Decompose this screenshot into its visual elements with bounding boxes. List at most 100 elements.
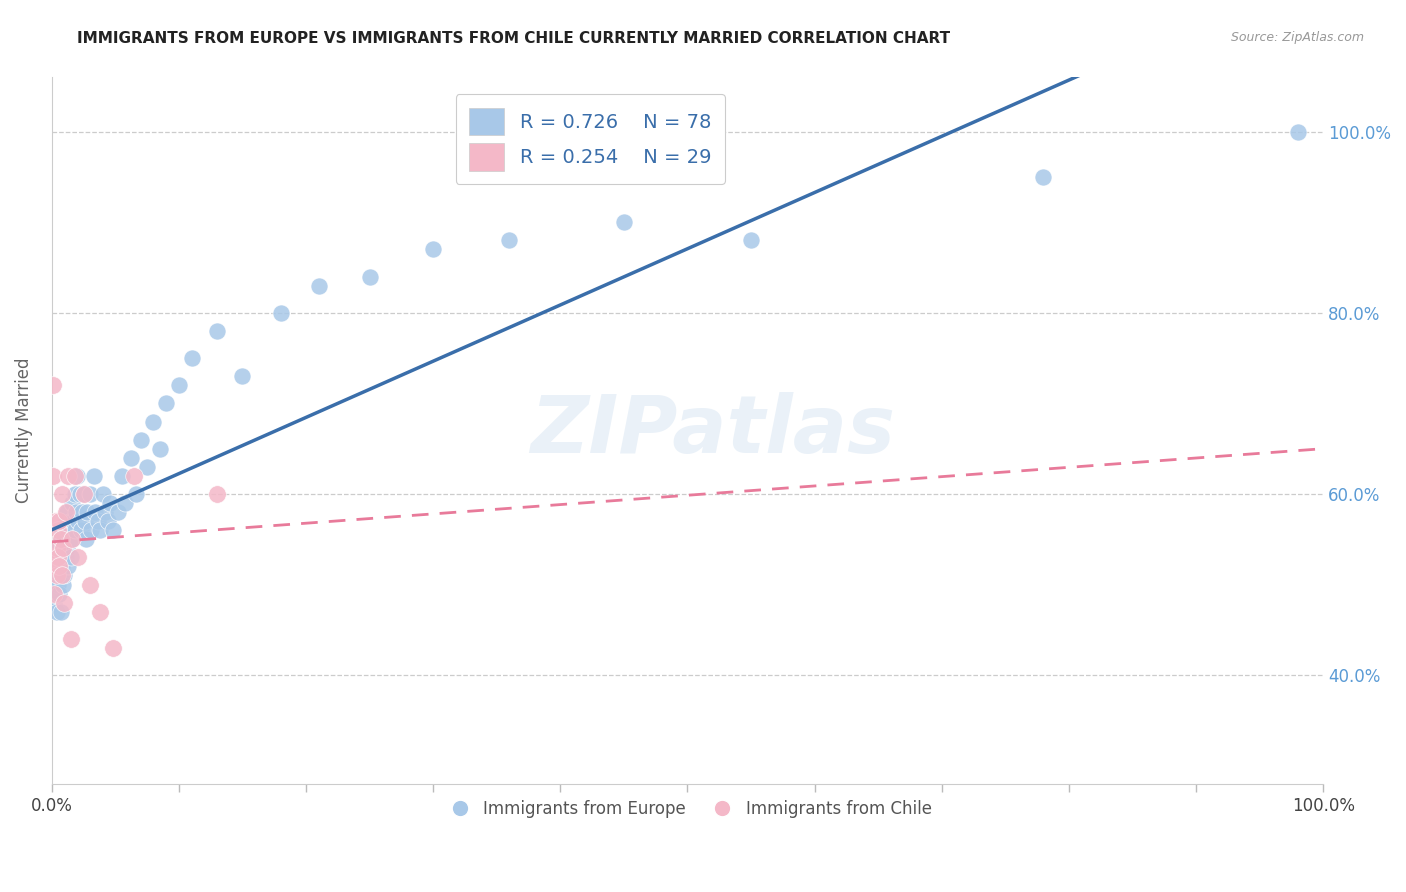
Text: IMMIGRANTS FROM EUROPE VS IMMIGRANTS FROM CHILE CURRENTLY MARRIED CORRELATION CH: IMMIGRANTS FROM EUROPE VS IMMIGRANTS FRO… [77,31,950,46]
Point [114,496,136,510]
Point [46,541,69,556]
Point [73,514,96,528]
Point [48,514,70,528]
Point [142,415,165,429]
Point [51,568,73,582]
Point [76,505,98,519]
Point [79,487,101,501]
Point [79,577,101,591]
Point [72,505,94,519]
Point [45,559,67,574]
Point [1286,125,1309,139]
Point [120,450,142,465]
Point [101,523,124,537]
Point [80,523,103,537]
Point [89,605,111,619]
Point [44,596,66,610]
Point [149,442,172,456]
Point [51,559,73,574]
Point [101,640,124,655]
Point [129,433,152,447]
Point [422,243,444,257]
Point [58,559,80,574]
Point [45,586,67,600]
Point [94,505,117,519]
Point [180,351,202,366]
Point [72,487,94,501]
Point [136,459,159,474]
Point [58,533,80,547]
Point [66,468,89,483]
Point [42,559,65,574]
Point [167,378,190,392]
Point [59,632,82,646]
Point [111,468,134,483]
Point [98,496,121,510]
Point [107,505,129,519]
Point [69,487,91,501]
Point [49,568,72,582]
Y-axis label: Currently Married: Currently Married [15,358,32,503]
Point [58,468,80,483]
Point [59,550,82,565]
Point [53,568,76,582]
Point [45,568,67,582]
Point [84,505,107,519]
Point [60,533,83,547]
Point [45,568,67,582]
Point [44,577,66,591]
Point [52,577,75,591]
Point [58,523,80,537]
Point [60,496,83,510]
Point [45,514,67,528]
Point [155,396,177,410]
Point [46,550,69,565]
Text: ZIPatlas: ZIPatlas [530,392,896,469]
Point [89,523,111,537]
Point [44,586,66,600]
Point [49,533,72,547]
Point [67,514,90,528]
Point [42,468,65,483]
Point [46,577,69,591]
Point [498,234,520,248]
Legend: Immigrants from Europe, Immigrants from Chile: Immigrants from Europe, Immigrants from … [436,794,938,825]
Point [308,278,330,293]
Point [42,378,65,392]
Point [65,505,87,519]
Point [205,324,228,338]
Point [51,523,73,537]
Point [48,550,70,565]
Point [124,487,146,501]
Point [63,487,86,501]
Point [45,550,67,565]
Point [53,533,76,547]
Point [83,468,105,483]
Point [55,505,77,519]
Point [55,514,77,528]
Point [51,487,73,501]
Text: Source: ZipAtlas.com: Source: ZipAtlas.com [1230,31,1364,45]
Point [53,596,76,610]
Point [63,523,86,537]
Point [91,487,114,501]
Point [67,550,90,565]
Point [72,487,94,501]
Point [44,550,66,565]
Point [359,269,381,284]
Point [1032,169,1054,184]
Point [45,605,67,619]
Point [124,468,146,483]
Point [45,541,67,556]
Point [56,541,79,556]
Point [740,234,762,248]
Point [49,533,72,547]
Point [60,533,83,547]
Point [97,514,120,528]
Point [52,541,75,556]
Point [56,505,79,519]
Point [270,306,292,320]
Point [75,533,97,547]
Point [205,487,228,501]
Point [55,550,77,565]
